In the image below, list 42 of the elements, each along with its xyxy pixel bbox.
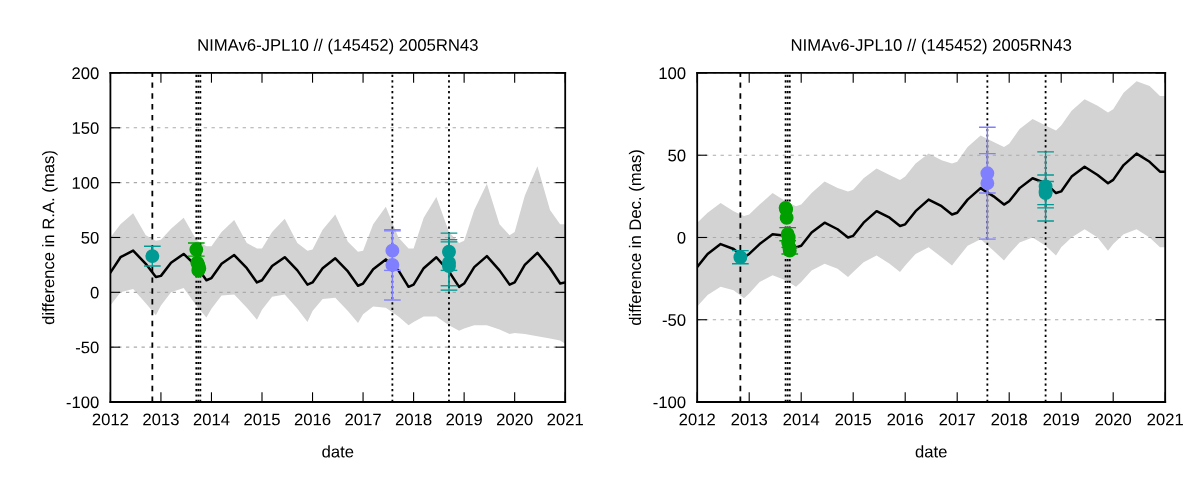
y-tick-label: 200 (72, 67, 99, 80)
x-tick-label: 2013 (143, 413, 179, 426)
x-tick-label: 2015 (244, 413, 280, 426)
y-tick-label: -100 (653, 396, 686, 409)
point (145, 249, 160, 264)
y-axis-title: difference in Dec. (mas) (628, 150, 645, 326)
point (385, 257, 400, 272)
y-tick-label: 50 (81, 231, 99, 244)
x-tick-label: 2021 (1147, 413, 1183, 426)
x-tick-label: 2013 (731, 413, 768, 426)
y-tick-label: -50 (75, 341, 99, 354)
x-tick-label: 2021 (547, 413, 583, 426)
y-tick-label: 0 (677, 231, 686, 244)
x-axis-title: date (915, 445, 947, 458)
x-tick-label: 2019 (1043, 413, 1079, 426)
y-tick-label: 0 (90, 286, 99, 299)
chart-title: NIMAv6-JPL10 // (145452) 2005RN43 (791, 38, 1072, 55)
x-tick-label: 2019 (446, 413, 482, 426)
y-tick-label: -50 (662, 314, 686, 326)
x-tick-label: 2017 (345, 413, 381, 426)
x-tick-label: 2014 (783, 413, 820, 426)
x-tick-label: 2020 (1095, 413, 1132, 426)
x-tick-label: 2017 (939, 413, 975, 426)
x-tick-label: 2012 (679, 413, 715, 426)
x-tick-label: 2020 (496, 413, 533, 426)
x-tick-label: 2016 (294, 413, 331, 426)
x-tick-label: 2014 (193, 413, 230, 426)
y-tick-label: -100 (66, 396, 99, 409)
y-tick-label: 100 (659, 67, 686, 80)
chart-title: NIMAv6-JPL10 // (145452) 2005RN43 (198, 38, 478, 55)
x-tick-label: 2015 (835, 413, 872, 426)
x-tick-label: 2018 (395, 413, 432, 426)
point (385, 243, 400, 258)
point (980, 176, 995, 191)
x-tick-label: 2012 (92, 413, 129, 426)
y-tick-label: 150 (72, 122, 99, 134)
y-tick-label: 50 (668, 149, 686, 162)
y-axis-title: difference in R.A. (mas) (42, 151, 58, 325)
y-tick-label: 100 (72, 177, 99, 189)
x-axis-title: date (322, 445, 354, 458)
x-tick-label: 2018 (991, 413, 1028, 426)
x-tick-label: 2016 (887, 413, 924, 426)
